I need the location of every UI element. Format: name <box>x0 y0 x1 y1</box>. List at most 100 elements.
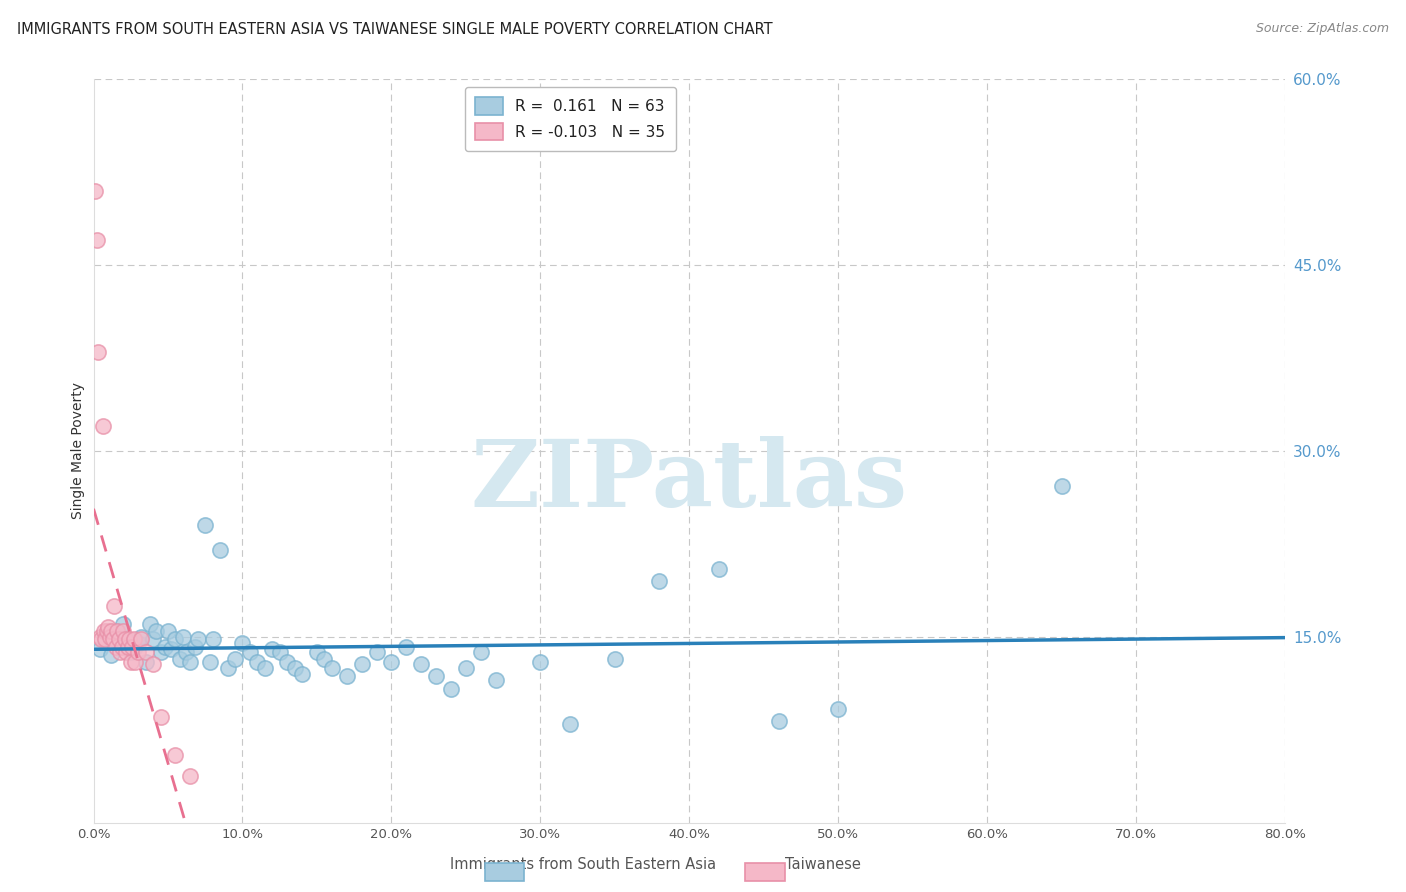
Point <box>485 673 508 688</box>
Point <box>90 632 112 647</box>
Point <box>276 655 298 669</box>
Point <box>184 640 207 654</box>
Y-axis label: Single Male Poverty: Single Male Poverty <box>72 383 86 519</box>
Point <box>89 642 111 657</box>
Point <box>129 632 152 647</box>
Point <box>827 702 849 716</box>
Point <box>111 640 134 654</box>
Point <box>172 630 194 644</box>
Point <box>94 632 117 647</box>
Point <box>124 640 146 654</box>
Point <box>201 632 224 647</box>
Point <box>96 624 118 638</box>
Point <box>98 630 121 644</box>
Point <box>411 657 433 671</box>
Point <box>157 624 180 638</box>
Point <box>239 645 262 659</box>
Point <box>114 632 136 647</box>
Point <box>97 620 120 634</box>
Point <box>84 184 107 198</box>
Point <box>224 652 246 666</box>
Point <box>94 630 117 644</box>
Point <box>231 636 253 650</box>
Point <box>127 636 149 650</box>
Point <box>129 630 152 644</box>
Point <box>149 710 172 724</box>
Legend: R =  0.161   N = 63, R = -0.103   N = 35: R = 0.161 N = 63, R = -0.103 N = 35 <box>464 87 676 151</box>
Point <box>112 624 135 638</box>
Point <box>135 645 157 659</box>
Point <box>100 648 122 663</box>
Point <box>110 636 132 650</box>
Point <box>104 640 127 654</box>
Point <box>118 632 141 647</box>
Point <box>179 769 201 783</box>
Point <box>120 645 142 659</box>
Point <box>380 655 402 669</box>
Point <box>86 233 108 247</box>
Point <box>707 561 730 575</box>
Point <box>142 657 165 671</box>
Text: IMMIGRANTS FROM SOUTH EASTERN ASIA VS TAIWANESE SINGLE MALE POVERTY CORRELATION : IMMIGRANTS FROM SOUTH EASTERN ASIA VS TA… <box>17 22 772 37</box>
Point <box>291 667 314 681</box>
Point <box>112 617 135 632</box>
Point <box>135 655 157 669</box>
Point <box>269 645 291 659</box>
Point <box>321 661 343 675</box>
Point <box>558 716 581 731</box>
Point <box>107 624 129 638</box>
Point <box>117 640 139 654</box>
Point <box>87 344 110 359</box>
Point <box>115 632 138 647</box>
Point <box>768 714 790 728</box>
Text: ZIPatlas: ZIPatlas <box>471 435 908 525</box>
Text: Source: ZipAtlas.com: Source: ZipAtlas.com <box>1256 22 1389 36</box>
Point <box>603 652 626 666</box>
Point <box>101 632 124 647</box>
Point <box>139 617 162 632</box>
Point <box>127 645 149 659</box>
Point <box>648 574 671 588</box>
Point <box>470 645 492 659</box>
Point <box>425 669 447 683</box>
Point <box>120 655 142 669</box>
Point <box>314 652 336 666</box>
Point <box>89 630 111 644</box>
Point <box>110 645 132 659</box>
Point <box>395 640 418 654</box>
Text: Immigrants from South Eastern Asia: Immigrants from South Eastern Asia <box>450 857 717 872</box>
Point <box>198 655 221 669</box>
Point <box>121 640 143 654</box>
Point <box>350 657 373 671</box>
Point <box>145 624 167 638</box>
Point <box>93 624 115 638</box>
Point <box>366 645 388 659</box>
Point <box>91 419 114 434</box>
Point <box>194 518 217 533</box>
Point <box>165 747 187 762</box>
Text: Taiwanese: Taiwanese <box>785 857 860 872</box>
Point <box>169 652 191 666</box>
Point <box>107 624 129 638</box>
Point <box>165 632 187 647</box>
Point <box>336 669 359 683</box>
Point <box>122 632 145 647</box>
Point <box>179 655 201 669</box>
Point <box>253 661 276 675</box>
Point <box>305 645 328 659</box>
Point <box>1050 478 1073 492</box>
Point <box>142 632 165 647</box>
Point <box>103 599 125 613</box>
Point <box>246 655 269 669</box>
Point <box>529 655 551 669</box>
Point <box>153 640 176 654</box>
Point <box>217 661 239 675</box>
Point <box>454 661 477 675</box>
Point <box>160 642 183 657</box>
Point <box>149 645 172 659</box>
Point <box>115 645 138 659</box>
Point <box>284 661 307 675</box>
Point <box>187 632 209 647</box>
Point <box>174 645 197 659</box>
Point <box>440 681 463 696</box>
